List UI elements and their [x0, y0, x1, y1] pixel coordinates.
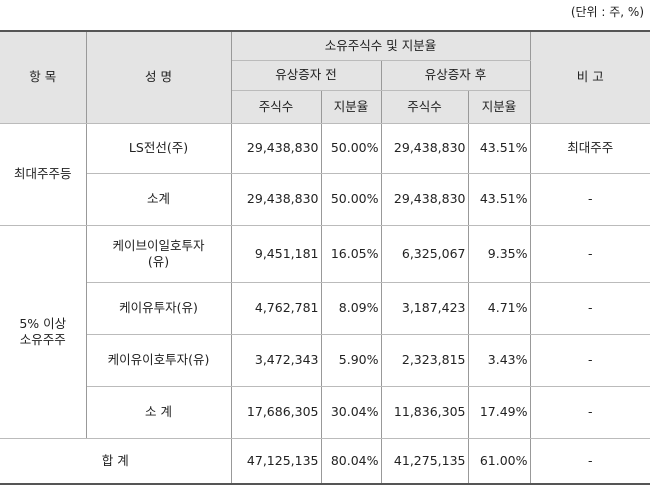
- unit-label: (단위 : 주, %): [570, 5, 644, 19]
- header-row-3: 주식수 지분율 주식수 지분율: [0, 90, 650, 124]
- table-row: 5% 이상 소유주주 케이브이일호투자 (유) 9,451,181 16.05%…: [0, 224, 650, 439]
- group-largest-shareholder: 최대주주등: [0, 122, 87, 226]
- after-shares: 6,325,067: [380, 224, 469, 283]
- shareholder-name: 케이유투자(유): [86, 282, 232, 335]
- total-after-ratio: 61.00%: [467, 437, 531, 485]
- header-remarks: 비 고: [529, 30, 650, 124]
- before-ratio: 30.04%: [320, 386, 382, 439]
- after-shares: 2,323,815: [380, 334, 469, 387]
- header-after-ratio: 지분율: [467, 90, 531, 124]
- after-shares: 29,438,830: [380, 122, 469, 174]
- before-ratio: 16.05%: [320, 224, 382, 283]
- remark: 최대주주: [529, 122, 650, 174]
- before-shares: 9,451,181: [230, 224, 322, 283]
- header-after: 유상증자 후: [380, 60, 531, 91]
- before-ratio: 50.00%: [320, 173, 382, 226]
- total-row: 합 계 47,125,135 80.04% 41,275,135 61.00% …: [0, 437, 650, 485]
- total-label: 합 계: [0, 437, 232, 485]
- before-ratio: 50.00%: [320, 122, 382, 174]
- total-before-ratio: 80.04%: [320, 437, 382, 485]
- subtotal-label: 소 계: [86, 386, 232, 439]
- table-row: 소계 29,438,830 50.00% 29,438,830 43.51% -: [0, 173, 650, 226]
- after-shares: 29,438,830: [380, 173, 469, 226]
- before-ratio: 5.90%: [320, 334, 382, 387]
- shareholder-name: 케이브이일호투자 (유): [85, 224, 232, 283]
- table-row: 소 계 17,686,305 30.04% 11,836,305 17.49% …: [0, 386, 650, 439]
- after-ratio: 43.51%: [467, 122, 531, 174]
- shareholder-name: 케이유이호투자(유): [86, 334, 232, 387]
- table-row: 케이유투자(유) 4,762,781 8.09% 3,187,423 4.71%…: [0, 282, 650, 335]
- table-row: 케이유이호투자(유) 3,472,343 5.90% 2,323,815 3.4…: [0, 334, 650, 387]
- remark: -: [529, 173, 650, 226]
- before-shares: 29,438,830: [230, 122, 322, 174]
- shareholder-name: LS전선(주): [85, 122, 232, 174]
- total-remark: -: [529, 437, 650, 485]
- header-before-ratio: 지분율: [320, 90, 382, 124]
- remark: -: [529, 282, 650, 335]
- before-shares: 3,472,343: [230, 334, 322, 387]
- after-ratio: 43.51%: [467, 173, 531, 226]
- header-after-shares: 주식수: [380, 90, 469, 124]
- header-name: 성 명: [85, 30, 232, 124]
- before-shares: 4,762,781: [230, 282, 322, 335]
- header-before-shares: 주식수: [231, 90, 322, 124]
- header-ownership: 소유주식수 및 지분율: [230, 30, 531, 61]
- header-row-1: 항 목 성 명 소유주식수 및 지분율 비 고: [0, 30, 650, 124]
- remark: -: [529, 224, 650, 283]
- subtotal-label: 소계: [86, 173, 232, 226]
- total-before-shares: 47,125,135: [230, 437, 322, 485]
- remark: -: [529, 386, 650, 439]
- after-ratio: 9.35%: [467, 224, 531, 283]
- after-shares: 11,836,305: [380, 386, 469, 439]
- header-row-2: 유상증자 전 유상증자 후: [0, 60, 650, 91]
- header-item: 항 목: [0, 30, 87, 124]
- shareholding-table: 항 목 성 명 소유주식수 및 지분율 비 고 유상증자 전 유상증자 후 주식…: [0, 30, 650, 485]
- group-five-percent: 5% 이상 소유주주: [0, 224, 87, 439]
- after-shares: 3,187,423: [380, 282, 469, 335]
- total-after-shares: 41,275,135: [380, 437, 469, 485]
- after-ratio: 4.71%: [467, 282, 531, 335]
- before-ratio: 8.09%: [320, 282, 382, 335]
- after-ratio: 17.49%: [467, 386, 531, 439]
- before-shares: 17,686,305: [230, 386, 322, 439]
- remark: -: [529, 334, 650, 387]
- before-shares: 29,438,830: [230, 173, 322, 226]
- header-before: 유상증자 전: [231, 60, 382, 91]
- after-ratio: 3.43%: [467, 334, 531, 387]
- table-row: 최대주주등 LS전선(주) 29,438,830 50.00% 29,438,8…: [0, 122, 650, 226]
